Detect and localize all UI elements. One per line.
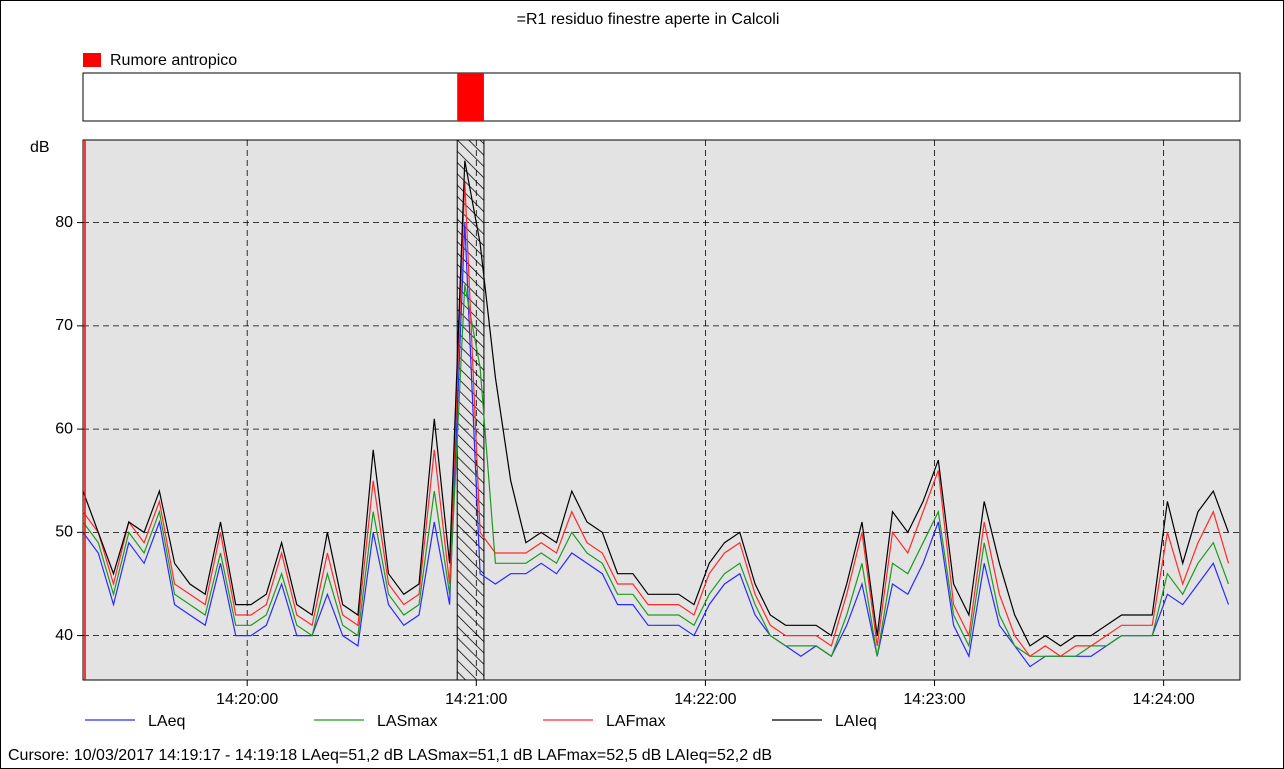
legend-label: LASmax xyxy=(377,713,437,730)
series-line xyxy=(82,222,1230,668)
event-bar xyxy=(457,73,484,121)
legend-label: LAFmax xyxy=(606,713,666,730)
event-region xyxy=(456,139,485,681)
chart-title: =R1 residuo finestre aperte in Calcoli xyxy=(517,11,780,28)
series-line xyxy=(82,181,1230,658)
y-axis-label: dB xyxy=(30,139,50,156)
plot-area xyxy=(82,139,1241,681)
event-legend-label: Rumore antropico xyxy=(110,52,237,69)
y-tick-label: 40 xyxy=(55,627,73,644)
event-legend-swatch xyxy=(83,53,101,67)
event-strip xyxy=(82,72,1241,122)
y-tick-label: 80 xyxy=(55,214,73,231)
series-line xyxy=(82,160,1230,647)
series-line xyxy=(82,284,1230,658)
y-tick-label: 60 xyxy=(55,420,73,437)
legend-label: LAIeq xyxy=(835,713,877,730)
x-tick-label: 14:21:00 xyxy=(445,691,507,708)
x-tick-label: 14:20:00 xyxy=(216,691,278,708)
cursor-readout: Cursore: 10/03/2017 14:19:17 - 14:19:18 … xyxy=(8,747,772,764)
y-tick-label: 70 xyxy=(55,317,73,334)
y-tick-label: 50 xyxy=(55,524,73,541)
x-tick-label: 14:23:00 xyxy=(903,691,965,708)
x-tick-label: 14:22:00 xyxy=(674,691,736,708)
x-tick-label: 14:24:00 xyxy=(1132,691,1194,708)
legend-label: LAeq xyxy=(148,713,185,730)
